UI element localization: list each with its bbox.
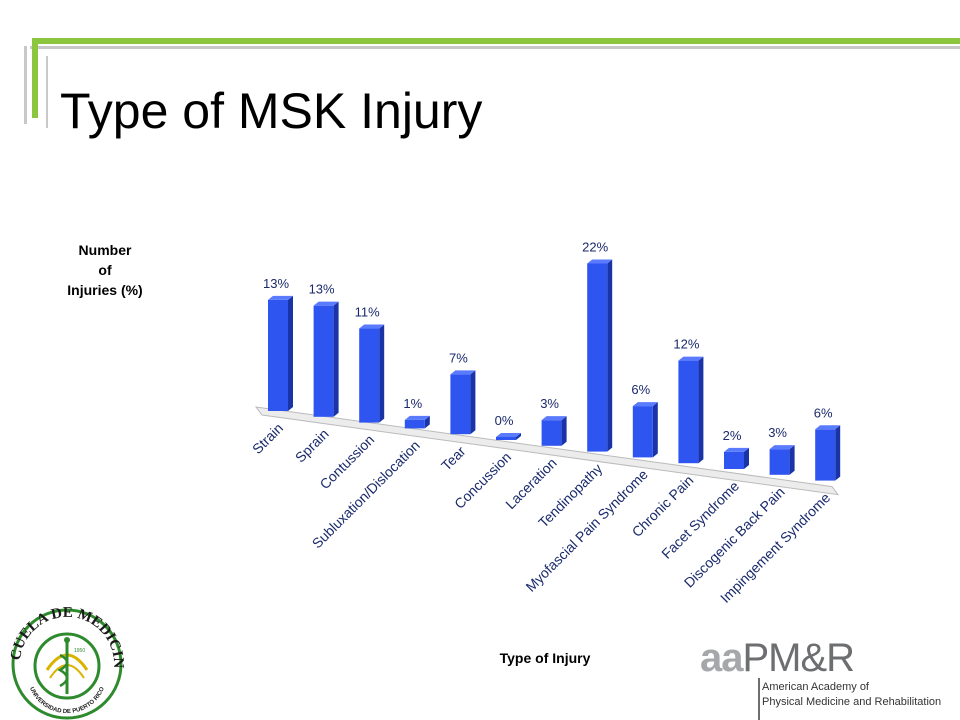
data-label: 7% bbox=[449, 350, 468, 365]
bar-top bbox=[632, 402, 658, 407]
y-axis-label-line: of bbox=[98, 262, 112, 278]
data-label: 3% bbox=[768, 425, 787, 440]
bar-side bbox=[516, 433, 521, 440]
aapmr-wordmark-pmr: PM&R bbox=[742, 636, 856, 680]
bar-side bbox=[698, 356, 704, 464]
data-label: 12% bbox=[673, 337, 699, 352]
data-label: 0% bbox=[495, 413, 514, 428]
seal-year: 1950 bbox=[74, 648, 85, 654]
bar bbox=[769, 449, 790, 475]
bar-side bbox=[835, 425, 841, 481]
chart-floor bbox=[254, 406, 840, 496]
bar-side bbox=[652, 402, 658, 458]
bar bbox=[815, 429, 836, 481]
category-label: Tear bbox=[438, 443, 469, 474]
bar-top bbox=[678, 356, 704, 361]
aapmr-logo: aaPM&R American Academy of Physical Medi… bbox=[700, 638, 960, 720]
bar bbox=[404, 419, 425, 429]
bar-side bbox=[379, 324, 385, 423]
caduceus-icon bbox=[45, 637, 89, 694]
data-label: 13% bbox=[263, 276, 289, 291]
bar-side bbox=[288, 295, 293, 411]
bar-side bbox=[744, 447, 749, 469]
aapmr-line-2: Physical Medicine and Rehabilitation bbox=[762, 696, 942, 708]
bar-top bbox=[404, 415, 430, 420]
aapmr-divider bbox=[758, 678, 760, 720]
category-label: Sprain bbox=[292, 426, 332, 466]
bar-side bbox=[789, 445, 795, 475]
bar bbox=[541, 420, 562, 446]
bar-top bbox=[815, 425, 841, 430]
aapmr-wordmark-aa: aa bbox=[700, 636, 743, 680]
frame-green-stem bbox=[32, 38, 38, 118]
bar-top bbox=[587, 259, 613, 264]
bar-top bbox=[313, 301, 339, 306]
bar-top bbox=[769, 445, 795, 450]
data-label: 11% bbox=[355, 305, 380, 320]
bar bbox=[724, 451, 744, 469]
y-axis-label-line: Injuries (%) bbox=[67, 282, 143, 298]
bar-side bbox=[561, 416, 567, 446]
escuela-logo: ESCUELA DE MEDICINA UNIVERSIDAD DE PUERT… bbox=[2, 600, 126, 720]
bar-top bbox=[496, 433, 521, 437]
slide-title: Type of MSK Injury bbox=[60, 83, 483, 139]
x-axis-label: Type of Injury bbox=[499, 650, 591, 666]
bar-top bbox=[541, 416, 567, 421]
category-label: Subluxation/Dislocation bbox=[309, 437, 423, 551]
aapmr-line-1: American Academy of bbox=[762, 681, 869, 693]
category-label: Discogenic Back Pain bbox=[681, 484, 788, 591]
bar-top bbox=[268, 295, 293, 300]
data-label: 1% bbox=[403, 396, 422, 411]
frame-green-bar bbox=[34, 38, 960, 44]
bar bbox=[359, 328, 380, 423]
data-label: 2% bbox=[723, 428, 742, 443]
bar-side bbox=[607, 259, 613, 452]
bar-side bbox=[470, 370, 476, 435]
bar bbox=[450, 374, 471, 435]
bar-top bbox=[450, 370, 476, 375]
data-label: 6% bbox=[814, 405, 833, 420]
data-label: 3% bbox=[540, 396, 559, 411]
bar bbox=[268, 299, 288, 411]
data-label: 22% bbox=[582, 240, 608, 255]
bar bbox=[313, 305, 334, 417]
y-axis-label-line: Number bbox=[78, 242, 132, 258]
bar-top bbox=[724, 447, 749, 452]
bar bbox=[587, 263, 608, 452]
aapmr-wordmark: aaPM&R bbox=[700, 638, 960, 678]
frame-gray-inner bbox=[46, 56, 48, 128]
category-label: Strain bbox=[249, 420, 286, 457]
frame-gray-stem bbox=[24, 46, 27, 124]
bar-side bbox=[333, 301, 339, 417]
data-label: 13% bbox=[309, 282, 335, 297]
frame-gray-bar bbox=[30, 46, 960, 49]
bar bbox=[678, 360, 699, 464]
aapmr-subtitle: American Academy of Physical Medicine an… bbox=[762, 680, 941, 710]
bar-side bbox=[424, 415, 430, 429]
bar-top bbox=[359, 324, 385, 329]
bar bbox=[632, 406, 653, 458]
data-label: 6% bbox=[631, 382, 650, 397]
bar bbox=[496, 437, 516, 440]
y-axis-label: Number of Injuries (%) bbox=[50, 240, 160, 300]
